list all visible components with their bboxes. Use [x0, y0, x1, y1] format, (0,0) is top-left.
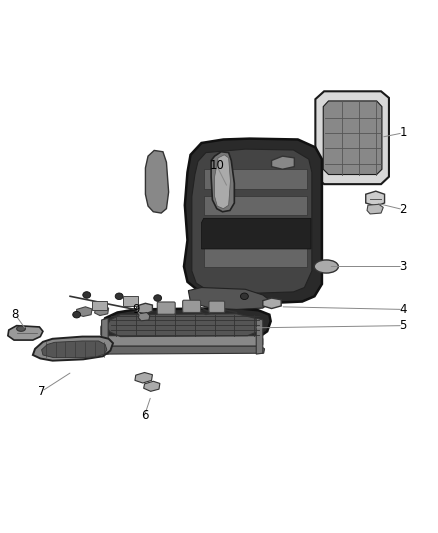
Polygon shape — [123, 296, 138, 306]
Text: 5: 5 — [399, 319, 406, 332]
Text: 3: 3 — [399, 260, 406, 273]
Polygon shape — [144, 381, 160, 391]
Polygon shape — [106, 314, 262, 336]
Polygon shape — [367, 204, 383, 214]
Polygon shape — [8, 326, 43, 340]
Polygon shape — [138, 312, 150, 321]
Polygon shape — [315, 91, 389, 184]
Ellipse shape — [73, 311, 81, 318]
Polygon shape — [204, 169, 307, 189]
Text: 2: 2 — [399, 203, 407, 216]
FancyBboxPatch shape — [209, 301, 225, 312]
Polygon shape — [192, 149, 312, 294]
Polygon shape — [137, 303, 152, 314]
Ellipse shape — [154, 295, 162, 301]
Polygon shape — [135, 373, 152, 383]
Polygon shape — [323, 101, 382, 174]
Text: 7: 7 — [38, 385, 46, 398]
Ellipse shape — [83, 292, 91, 298]
Ellipse shape — [240, 293, 248, 300]
Text: 8: 8 — [12, 308, 19, 321]
Text: 4: 4 — [399, 303, 407, 316]
Polygon shape — [256, 318, 263, 354]
Polygon shape — [188, 287, 272, 310]
Polygon shape — [211, 152, 234, 212]
Polygon shape — [215, 155, 230, 209]
Polygon shape — [204, 248, 307, 268]
Polygon shape — [102, 318, 108, 354]
Polygon shape — [184, 139, 322, 304]
Polygon shape — [95, 306, 109, 316]
FancyBboxPatch shape — [183, 300, 201, 312]
Text: 1: 1 — [399, 126, 407, 140]
Text: 6: 6 — [141, 409, 148, 422]
Polygon shape — [263, 298, 281, 309]
Ellipse shape — [314, 260, 338, 273]
Polygon shape — [42, 341, 107, 358]
Polygon shape — [204, 196, 307, 215]
FancyBboxPatch shape — [157, 302, 175, 314]
Polygon shape — [102, 308, 271, 343]
Polygon shape — [97, 336, 263, 346]
Polygon shape — [145, 150, 169, 213]
Polygon shape — [33, 336, 113, 361]
Ellipse shape — [17, 326, 25, 332]
Polygon shape — [77, 307, 92, 317]
Polygon shape — [366, 191, 385, 206]
Ellipse shape — [115, 293, 123, 300]
Polygon shape — [99, 346, 265, 354]
Polygon shape — [201, 219, 311, 249]
Polygon shape — [204, 222, 307, 241]
Polygon shape — [272, 156, 294, 169]
Text: 10: 10 — [209, 159, 224, 172]
Polygon shape — [92, 301, 107, 310]
Text: 9: 9 — [132, 303, 140, 316]
